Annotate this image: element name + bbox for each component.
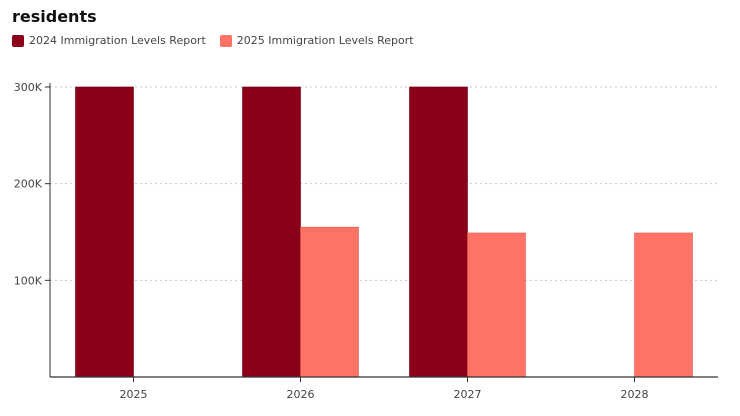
legend-item-2025[interactable]: 2025 Immigration Levels Report [219, 34, 414, 47]
y-tick-label: 300K [14, 81, 43, 94]
y-tick-label: 100K [14, 274, 43, 287]
bar [300, 226, 359, 378]
legend-label-2025: 2025 Immigration Levels Report [236, 34, 414, 47]
legend-swatch-2025 [219, 34, 232, 47]
x-tick-label: 2025 [120, 388, 148, 401]
chart-title-line: residents [12, 7, 97, 26]
x-tick-label: 2027 [454, 388, 482, 401]
legend-label-2024: 2024 Immigration Levels Report [29, 34, 206, 47]
x-tick-label: 2028 [621, 388, 649, 401]
bar [242, 86, 301, 378]
x-tick-label: 2026 [287, 388, 315, 401]
bar [467, 232, 526, 378]
legend: 2024 Immigration Levels Report 2025 Immi… [12, 34, 414, 47]
legend-swatch-2024 [12, 34, 24, 47]
bar [75, 86, 134, 378]
bar [634, 232, 693, 378]
bar [409, 86, 468, 378]
y-tick-label: 200K [14, 178, 43, 191]
legend-item-2024[interactable]: 2024 Immigration Levels Report [12, 34, 206, 47]
chart-title: residents [12, 0, 732, 27]
